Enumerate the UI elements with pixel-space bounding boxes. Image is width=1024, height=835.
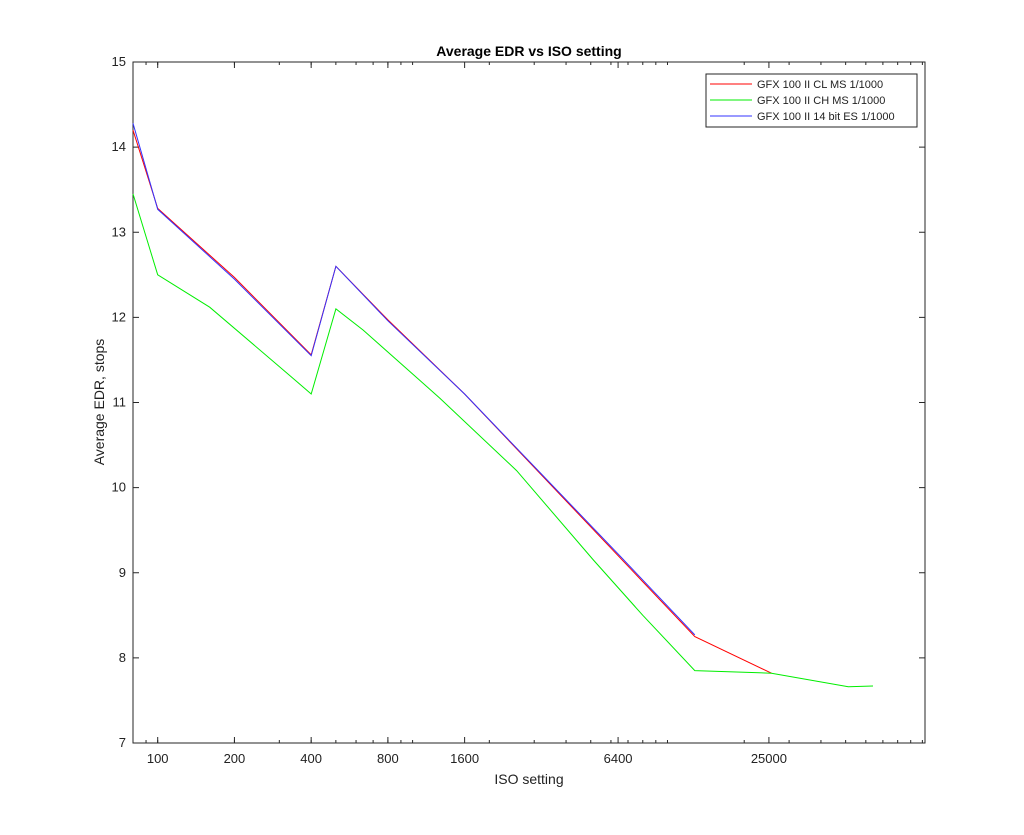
y-tick-label: 9: [119, 565, 126, 580]
y-tick-label: 8: [119, 650, 126, 665]
legend: GFX 100 II CL MS 1/1000 GFX 100 II CH MS …: [705, 73, 918, 128]
x-tick-label: 200: [224, 751, 246, 766]
y-tick-label: 15: [112, 54, 126, 69]
legend-label: GFX 100 II CL MS 1/1000: [757, 79, 883, 91]
legend-label: GFX 100 II 14 bit ES 1/1000: [757, 111, 895, 123]
x-tick-label: 6400: [604, 751, 633, 766]
x-axis-label: ISO setting: [494, 771, 563, 787]
y-tick-label: 11: [113, 395, 127, 410]
x-tick-label: 100: [147, 751, 169, 766]
y-tick-label: 7: [119, 735, 126, 750]
x-tick-label: 1600: [450, 751, 479, 766]
x-tick-label: 25000: [751, 751, 787, 766]
x-tick-label: 800: [377, 751, 399, 766]
axis-ticks: 7 8 9 10 11 12 13 14 15 100 200 400 800 1600 6400 25000: [112, 54, 925, 766]
series-line-1: [132, 129, 772, 674]
plot-area: [132, 61, 926, 744]
y-tick-label: 13: [112, 224, 126, 239]
chart-title: Average EDR vs ISO setting: [436, 43, 621, 59]
series-line-3: [132, 123, 696, 636]
y-axis-label: Average EDR, stops: [91, 339, 107, 466]
series-lines: [132, 123, 874, 688]
y-tick-label: 14: [112, 139, 126, 154]
y-tick-label: 10: [112, 480, 126, 495]
x-tick-label: 400: [300, 751, 322, 766]
legend-label: GFX 100 II CH MS 1/1000: [757, 95, 885, 107]
y-tick-label: 12: [112, 309, 126, 324]
series-line-2: [132, 193, 874, 688]
